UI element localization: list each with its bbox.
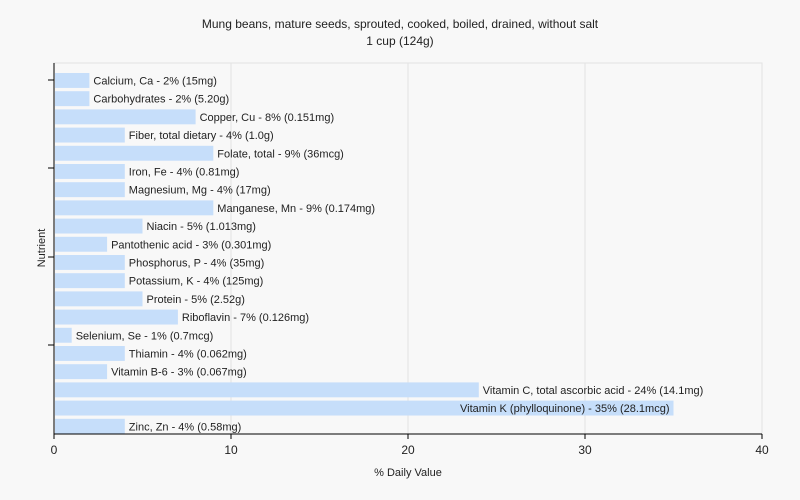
bar-4 <box>55 145 214 161</box>
bar-0 <box>55 73 90 88</box>
x-axis-label: % Daily Value <box>374 467 442 479</box>
bar-label-14: Selenium, Se - 1% (0.7mcg) <box>76 330 214 342</box>
bar-18 <box>55 400 674 416</box>
bar-15 <box>55 346 125 361</box>
bar-label-11: Potassium, K - 4% (125mg) <box>129 276 263 288</box>
bar-label-2: Copper, Cu - 8% (0.151mg) <box>200 112 335 124</box>
axes: 0 10 20 30 40 <box>48 63 769 457</box>
bar-label-8: Niacin - 5% (1.013mg) <box>147 221 256 233</box>
y-axis-label: Nutrient <box>36 229 48 268</box>
bar-label-18: Vitamin K (phylloquinone) - 35% (28.1mcg… <box>460 403 670 415</box>
x-tick-label-2: 20 <box>401 443 415 457</box>
chart-subtitle: 1 cup (124g) <box>366 34 433 48</box>
bar-12 <box>55 291 143 307</box>
bar-label-19: Zinc, Zn - 4% (0.58mg) <box>129 421 241 433</box>
bar-1 <box>55 91 90 107</box>
x-tick-label-0: 0 <box>51 443 58 457</box>
x-tick-label-1: 10 <box>224 443 238 457</box>
bar-label-7: Manganese, Mn - 9% (0.174mg) <box>217 203 375 215</box>
bar-label-16: Vitamin B-6 - 3% (0.067mg) <box>111 367 247 379</box>
bar-9 <box>55 236 108 252</box>
bar-label-4: Folate, total - 9% (36mcg) <box>217 148 344 160</box>
bar-5 <box>55 164 125 179</box>
bar-6 <box>55 182 125 198</box>
bar-label-0: Calcium, Ca - 2% (15mg) <box>93 75 216 87</box>
bar-3 <box>55 127 125 143</box>
bar-11 <box>55 273 125 289</box>
bar-label-1: Carbohydrates - 2% (5.20g) <box>93 94 229 106</box>
x-tick-label-3: 30 <box>578 443 592 457</box>
bar-label-13: Riboflavin - 7% (0.126mg) <box>182 312 309 324</box>
bar-19 <box>55 418 125 434</box>
bar-10 <box>55 255 125 270</box>
bar-label-5: Iron, Fe - 4% (0.81mg) <box>129 166 240 178</box>
bar-label-17: Vitamin C, total ascorbic acid - 24% (14… <box>483 385 704 397</box>
bars: Calcium, Ca - 2% (15mg) Carbohydrates - 2… <box>55 73 703 434</box>
chart-title: Mung beans, mature seeds, sprouted, cook… <box>202 17 599 31</box>
bar-label-9: Pantothenic acid - 3% (0.301mg) <box>111 239 271 251</box>
bar-label-6: Magnesium, Mg - 4% (17mg) <box>129 185 271 197</box>
bar-13 <box>55 309 178 325</box>
bar-label-10: Phosphorus, P - 4% (35mg) <box>129 257 265 269</box>
bar-8 <box>55 218 143 234</box>
bar-17 <box>55 382 479 398</box>
bar-16 <box>55 364 108 380</box>
bar-7 <box>55 200 214 216</box>
bar-label-12: Protein - 5% (2.52g) <box>147 294 245 306</box>
bar-2 <box>55 109 196 125</box>
x-tick-label-4: 40 <box>755 443 769 457</box>
bar-14 <box>55 327 72 343</box>
bar-label-3: Fiber, total dietary - 4% (1.0g) <box>129 130 274 142</box>
bar-label-15: Thiamin - 4% (0.062mg) <box>129 348 247 360</box>
